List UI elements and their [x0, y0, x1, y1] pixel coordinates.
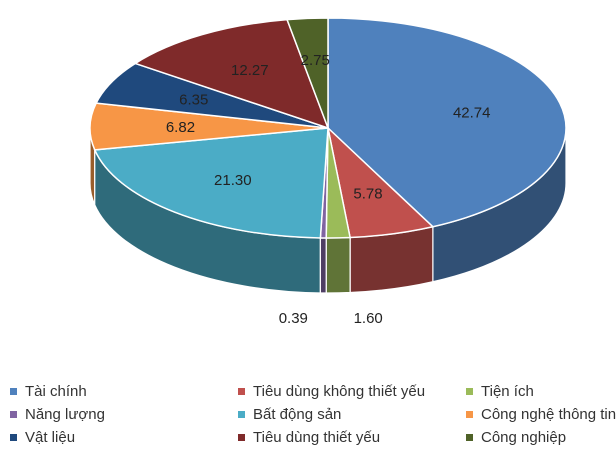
data-label-vat-lieu: 6.35 [179, 92, 208, 109]
data-label-cong-nghe-thong-tin: 6.82 [166, 119, 195, 136]
legend-item-bat-dong-san: Bất động sản [238, 405, 466, 424]
legend-label: Bất động sản [253, 406, 342, 423]
pie-side-nang-luong [319, 237, 327, 294]
data-label-tieu-dung-thiet-yeu: 12.27 [231, 62, 269, 79]
legend-item-tai-chinh: Tài chính [10, 382, 238, 401]
legend-label: Năng lượng [25, 406, 105, 423]
data-label-tien-ich: 1.60 [354, 310, 383, 327]
pie-slice-cong-nghiep [286, 17, 329, 129]
legend-item-nang-luong: Năng lượng [10, 405, 238, 424]
data-label-nang-luong: 0.39 [279, 310, 308, 327]
legend-swatch [10, 411, 17, 418]
legend-swatch [238, 411, 245, 418]
legend-item-tien-ich: Tiện ích [466, 382, 616, 401]
legend-label: Tài chính [25, 383, 87, 400]
legend-label: Công nghiệp [481, 429, 567, 446]
legend-swatch [10, 388, 17, 395]
legend-swatch [466, 388, 473, 395]
pie-tops [89, 17, 567, 239]
legend-item-vat-lieu: Vật liệu [10, 428, 238, 447]
pie-side-tien-ich [325, 236, 351, 294]
legend-item-cong-nghiep: Công nghiệp [466, 428, 616, 447]
legend-label: Tiện ích [481, 383, 534, 400]
pie-chart: 42.74 5.78 1.60 0.39 21.30 6.82 6.35 12.27 2.75 [89, 17, 567, 327]
legend-swatch [238, 434, 245, 441]
legend-swatch [466, 411, 473, 418]
pie-slice-tieu-dung-thiet-yeu [133, 18, 330, 130]
data-label-tieu-dung-khong-thiet-yeu: 5.78 [353, 186, 382, 203]
data-label-cong-nghiep: 2.75 [301, 52, 330, 69]
data-label-tai-chinh: 42.74 [453, 105, 491, 122]
legend-label: Tiêu dùng không thiết yếu [253, 383, 426, 400]
legend-swatch [10, 434, 17, 441]
legend-item-tieu-dung-khong-thiet-yeu: Tiêu dùng không thiết yếu [238, 382, 466, 401]
data-label-bat-dong-san: 21.30 [214, 172, 252, 189]
chart-legend: Tài chính Tiêu dùng không thiết yếu Tiện í… [10, 382, 616, 447]
legend-swatch [238, 388, 245, 395]
pie-slice-bat-dong-san [93, 127, 329, 239]
legend-swatch [466, 434, 473, 441]
pie-slice-tai-chinh [327, 17, 567, 228]
legend-label: Vật liệu [25, 429, 76, 446]
legend-label: Tiêu dùng thiết yếu [253, 429, 381, 446]
legend-label: Công nghệ thông tin [481, 406, 616, 423]
legend-item-cong-nghe-thong-tin: Công nghệ thông tin [466, 405, 616, 424]
legend-item-tieu-dung-thiet-yeu: Tiêu dùng thiết yếu [238, 428, 466, 447]
pie-labels: 42.74 5.78 1.60 0.39 21.30 6.82 6.35 12.27 2.75 [166, 52, 491, 327]
